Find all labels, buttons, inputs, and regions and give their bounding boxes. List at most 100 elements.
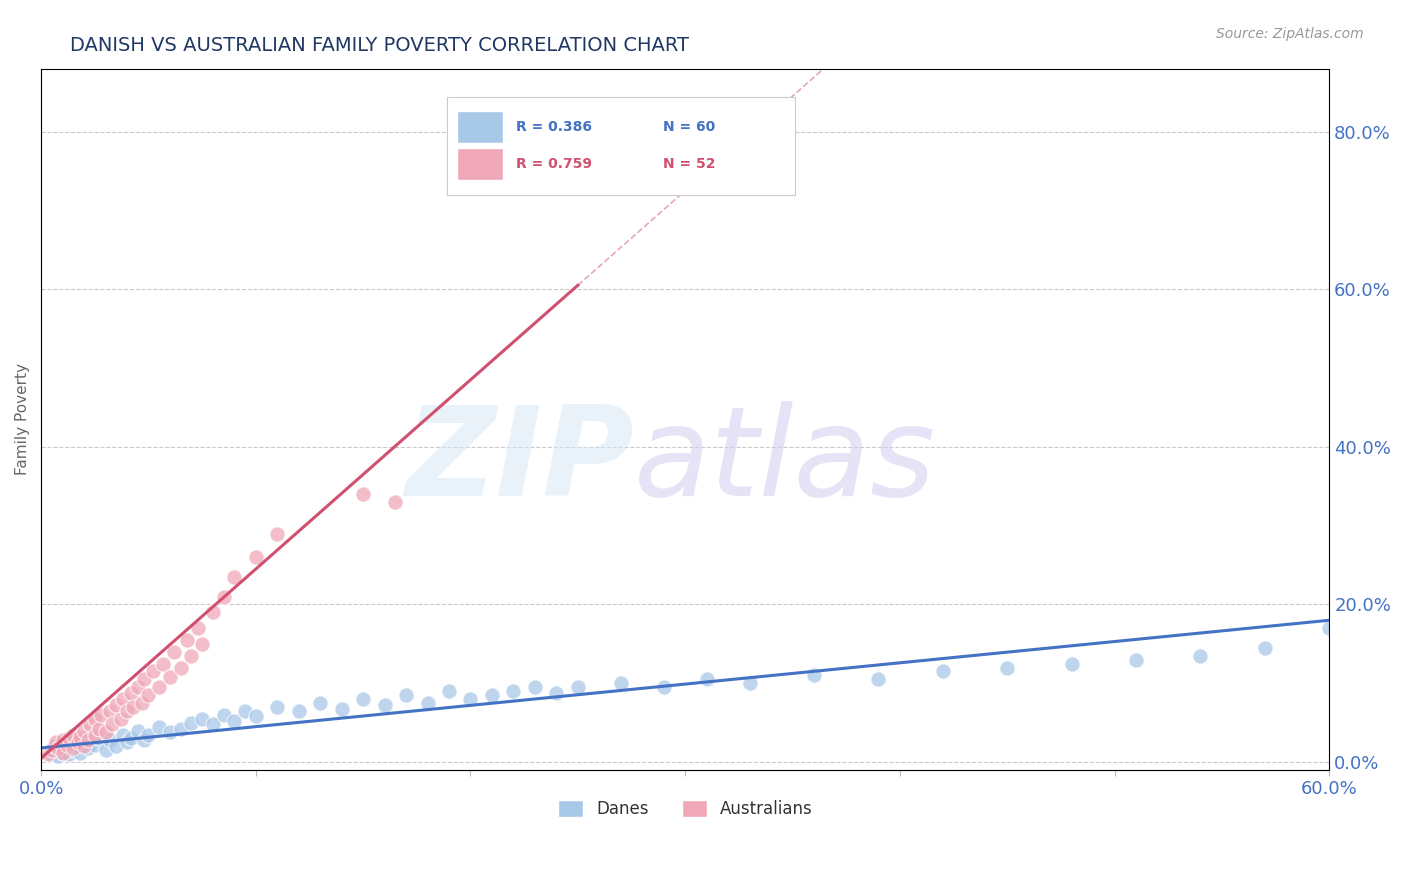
Point xyxy=(245,550,267,565)
Point xyxy=(738,676,761,690)
Point xyxy=(159,725,181,739)
Point xyxy=(77,733,100,747)
Point xyxy=(481,688,503,702)
Point xyxy=(101,717,124,731)
Point xyxy=(176,632,198,647)
Point xyxy=(546,686,568,700)
Point xyxy=(384,495,406,509)
Point xyxy=(266,700,288,714)
Point xyxy=(41,747,63,762)
Point xyxy=(105,739,128,754)
Y-axis label: Family Poverty: Family Poverty xyxy=(15,363,30,475)
Text: Source: ZipAtlas.com: Source: ZipAtlas.com xyxy=(1216,27,1364,41)
Point xyxy=(169,722,191,736)
Point xyxy=(152,657,174,671)
Point xyxy=(1125,653,1147,667)
Point xyxy=(567,680,589,694)
Point xyxy=(1254,640,1277,655)
Point xyxy=(191,712,214,726)
Point xyxy=(330,701,353,715)
Point xyxy=(416,696,439,710)
Point xyxy=(142,665,165,679)
Point xyxy=(1189,648,1212,663)
Point xyxy=(122,700,145,714)
Point xyxy=(148,680,170,694)
Point xyxy=(41,743,63,757)
Point xyxy=(46,748,69,763)
Point xyxy=(169,660,191,674)
Point xyxy=(201,606,224,620)
Point xyxy=(111,692,134,706)
Point xyxy=(45,743,67,757)
Point xyxy=(62,743,84,757)
Point xyxy=(224,714,246,728)
Point xyxy=(352,692,374,706)
Point xyxy=(120,731,142,746)
Point xyxy=(245,709,267,723)
Point xyxy=(87,722,110,736)
Point xyxy=(212,707,235,722)
Point xyxy=(523,680,546,694)
Point xyxy=(52,746,75,760)
Point xyxy=(803,668,825,682)
Point xyxy=(191,637,214,651)
Point xyxy=(98,704,121,718)
Point xyxy=(105,698,128,713)
Point xyxy=(212,590,235,604)
Point xyxy=(83,727,105,741)
Point xyxy=(90,707,112,722)
Text: atlas: atlas xyxy=(634,401,936,522)
Point xyxy=(110,712,132,726)
Point xyxy=(56,740,79,755)
Point xyxy=(233,704,256,718)
Point xyxy=(201,717,224,731)
Point xyxy=(94,743,117,757)
Point xyxy=(77,740,100,755)
Point xyxy=(163,645,186,659)
Point xyxy=(148,720,170,734)
Point xyxy=(62,727,84,741)
Point xyxy=(134,673,156,687)
Point xyxy=(65,739,87,754)
Point xyxy=(45,735,67,749)
Point xyxy=(58,747,80,762)
Point xyxy=(932,665,955,679)
Point xyxy=(631,164,654,178)
Point xyxy=(224,570,246,584)
Point xyxy=(460,692,482,706)
Point xyxy=(42,739,65,754)
Point xyxy=(94,725,117,739)
Point xyxy=(127,680,149,694)
Point xyxy=(352,487,374,501)
Point xyxy=(52,733,75,747)
Point xyxy=(610,676,633,690)
Point xyxy=(287,704,309,718)
Point xyxy=(652,680,675,694)
Point xyxy=(66,735,89,749)
Point xyxy=(46,740,69,755)
Point xyxy=(73,723,96,738)
Point xyxy=(52,746,75,760)
Point xyxy=(73,735,96,749)
Point xyxy=(111,727,134,741)
Point xyxy=(374,698,396,713)
Point xyxy=(56,738,79,752)
Point xyxy=(127,723,149,738)
Point xyxy=(138,688,160,702)
Point xyxy=(1317,621,1340,635)
Point xyxy=(180,715,202,730)
Point xyxy=(120,686,142,700)
Point xyxy=(868,673,890,687)
Point xyxy=(83,738,105,752)
Point xyxy=(395,688,418,702)
Point xyxy=(79,717,101,731)
Text: DANISH VS AUSTRALIAN FAMILY POVERTY CORRELATION CHART: DANISH VS AUSTRALIAN FAMILY POVERTY CORR… xyxy=(70,36,689,54)
Point xyxy=(69,746,91,760)
Point xyxy=(180,648,202,663)
Point xyxy=(37,747,59,762)
Point xyxy=(62,740,84,755)
Point xyxy=(995,660,1018,674)
Point xyxy=(266,526,288,541)
Point xyxy=(115,704,138,718)
Legend: Danes, Australians: Danes, Australians xyxy=(551,793,820,825)
